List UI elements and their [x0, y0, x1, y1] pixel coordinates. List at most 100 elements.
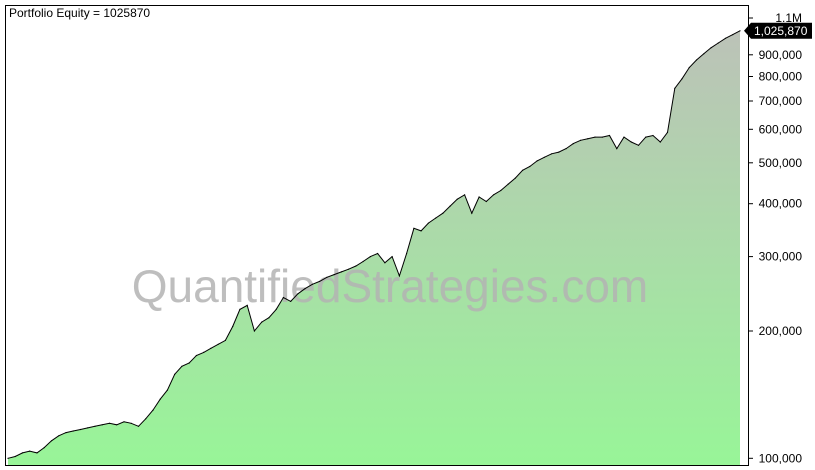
- equity-point-44: [326, 276, 328, 278]
- y-tick-label: 800,000: [759, 70, 803, 84]
- equity-point-59: [435, 217, 437, 219]
- equity-point-60: [442, 212, 444, 214]
- last-value-label: 1,025,870: [754, 24, 808, 38]
- equity-point-61: [449, 205, 451, 207]
- equity-point-3: [29, 450, 31, 452]
- y-tick-label: 100,000: [759, 451, 803, 465]
- equity-point-28: [210, 347, 212, 349]
- equity-point-81: [594, 136, 596, 138]
- equity-point-22: [166, 389, 168, 391]
- equity-point-84: [616, 148, 618, 150]
- equity-point-2: [21, 452, 24, 454]
- equity-point-35: [261, 321, 263, 323]
- equity-point-99: [724, 37, 727, 39]
- equity-area: [8, 30, 740, 466]
- equity-point-88: [645, 136, 647, 138]
- equity-point-75: [551, 153, 553, 155]
- equity-point-67: [493, 194, 495, 196]
- equity-point-71: [522, 169, 524, 171]
- equity-point-73: [536, 160, 538, 162]
- equity-point-20: [152, 409, 154, 411]
- equity-point-52: [384, 262, 386, 264]
- equity-point-63: [464, 194, 466, 196]
- equity-point-49: [362, 260, 364, 263]
- equity-point-53: [391, 256, 393, 258]
- y-tick-label: 200,000: [759, 324, 803, 338]
- equity-point-86: [630, 141, 632, 143]
- equity-point-76: [558, 151, 560, 153]
- equity-point-83: [608, 134, 611, 137]
- equity-point-12: [94, 425, 96, 427]
- equity-point-82: [601, 136, 603, 138]
- equity-point-15: [116, 424, 118, 426]
- equity-point-48: [355, 265, 357, 267]
- equity-point-100: [732, 34, 734, 36]
- equity-point-77: [565, 148, 567, 150]
- equity-line-layer: [7, 30, 741, 459]
- equity-point-30: [224, 339, 226, 341]
- equity-point-101: [739, 30, 741, 32]
- equity-point-36: [268, 317, 270, 319]
- equity-point-7: [58, 435, 60, 437]
- equity-point-55: [406, 252, 408, 255]
- y-tick-label: 500,000: [759, 156, 803, 170]
- y-axis: 1.1M 900,000 800,000 700,000 600,000 500,000 4…: [749, 11, 802, 465]
- equity-point-80: [587, 138, 589, 140]
- equity-point-94: [688, 66, 690, 69]
- equity-point-45: [333, 274, 335, 276]
- equity-point-96: [703, 53, 705, 55]
- equity-point-23: [174, 373, 176, 375]
- equity-point-37: [275, 308, 277, 310]
- y-tick-label: 600,000: [759, 122, 803, 136]
- equity-point-64: [471, 212, 473, 214]
- watermark: QuantifiedStrategies.com: [132, 260, 649, 312]
- equity-point-24: [181, 365, 183, 367]
- equity-point-11: [87, 427, 89, 429]
- y-tick-label: 1.1M: [775, 11, 802, 25]
- equity-point-21: [159, 398, 161, 400]
- equity-point-62: [456, 198, 458, 200]
- equity-point-41: [304, 288, 306, 290]
- equity-point-57: [420, 230, 422, 232]
- equity-point-26: [195, 354, 197, 357]
- equity-point-46: [340, 271, 342, 273]
- y-tick-label: 300,000: [759, 250, 803, 264]
- equity-point-95: [695, 59, 698, 61]
- equity-point-9: [72, 430, 74, 432]
- equity-point-90: [659, 141, 661, 143]
- equity-point-66: [485, 200, 487, 203]
- equity-point-79: [580, 139, 582, 141]
- equity-point-39: [290, 300, 292, 302]
- equity-point-87: [637, 144, 640, 146]
- equity-point-6: [50, 440, 53, 442]
- equity-point-4: [36, 452, 38, 454]
- equity-point-65: [478, 196, 480, 198]
- equity-point-27: [203, 351, 205, 353]
- equity-point-1: [14, 455, 16, 458]
- equity-point-54: [398, 275, 400, 277]
- chart-title: Portfolio Equity = 1025870: [9, 6, 150, 20]
- equity-point-97: [710, 47, 712, 49]
- equity-point-29: [217, 343, 219, 345]
- equity-point-78: [572, 143, 574, 145]
- equity-point-69: [507, 183, 509, 185]
- equity-point-58: [427, 222, 429, 224]
- y-tick-label: 400,000: [759, 197, 803, 211]
- equity-point-40: [297, 293, 299, 295]
- equity-point-14: [108, 422, 111, 424]
- last-value-badge: 1,025,870: [744, 22, 812, 39]
- equity-point-18: [137, 425, 140, 427]
- equity-point-0: [7, 457, 9, 459]
- equity-point-42: [311, 283, 313, 285]
- equity-area-layer: [8, 30, 740, 466]
- equity-point-33: [246, 304, 248, 306]
- equity-point-8: [65, 432, 67, 434]
- last-value-badge-shape: [744, 22, 812, 39]
- equity-point-16: [123, 421, 125, 423]
- equity-point-92: [674, 87, 676, 89]
- equity-point-51: [377, 252, 379, 255]
- equity-point-19: [145, 418, 147, 420]
- equity-point-56: [413, 227, 415, 229]
- equity-point-13: [101, 424, 103, 426]
- equity-line: [7, 30, 741, 459]
